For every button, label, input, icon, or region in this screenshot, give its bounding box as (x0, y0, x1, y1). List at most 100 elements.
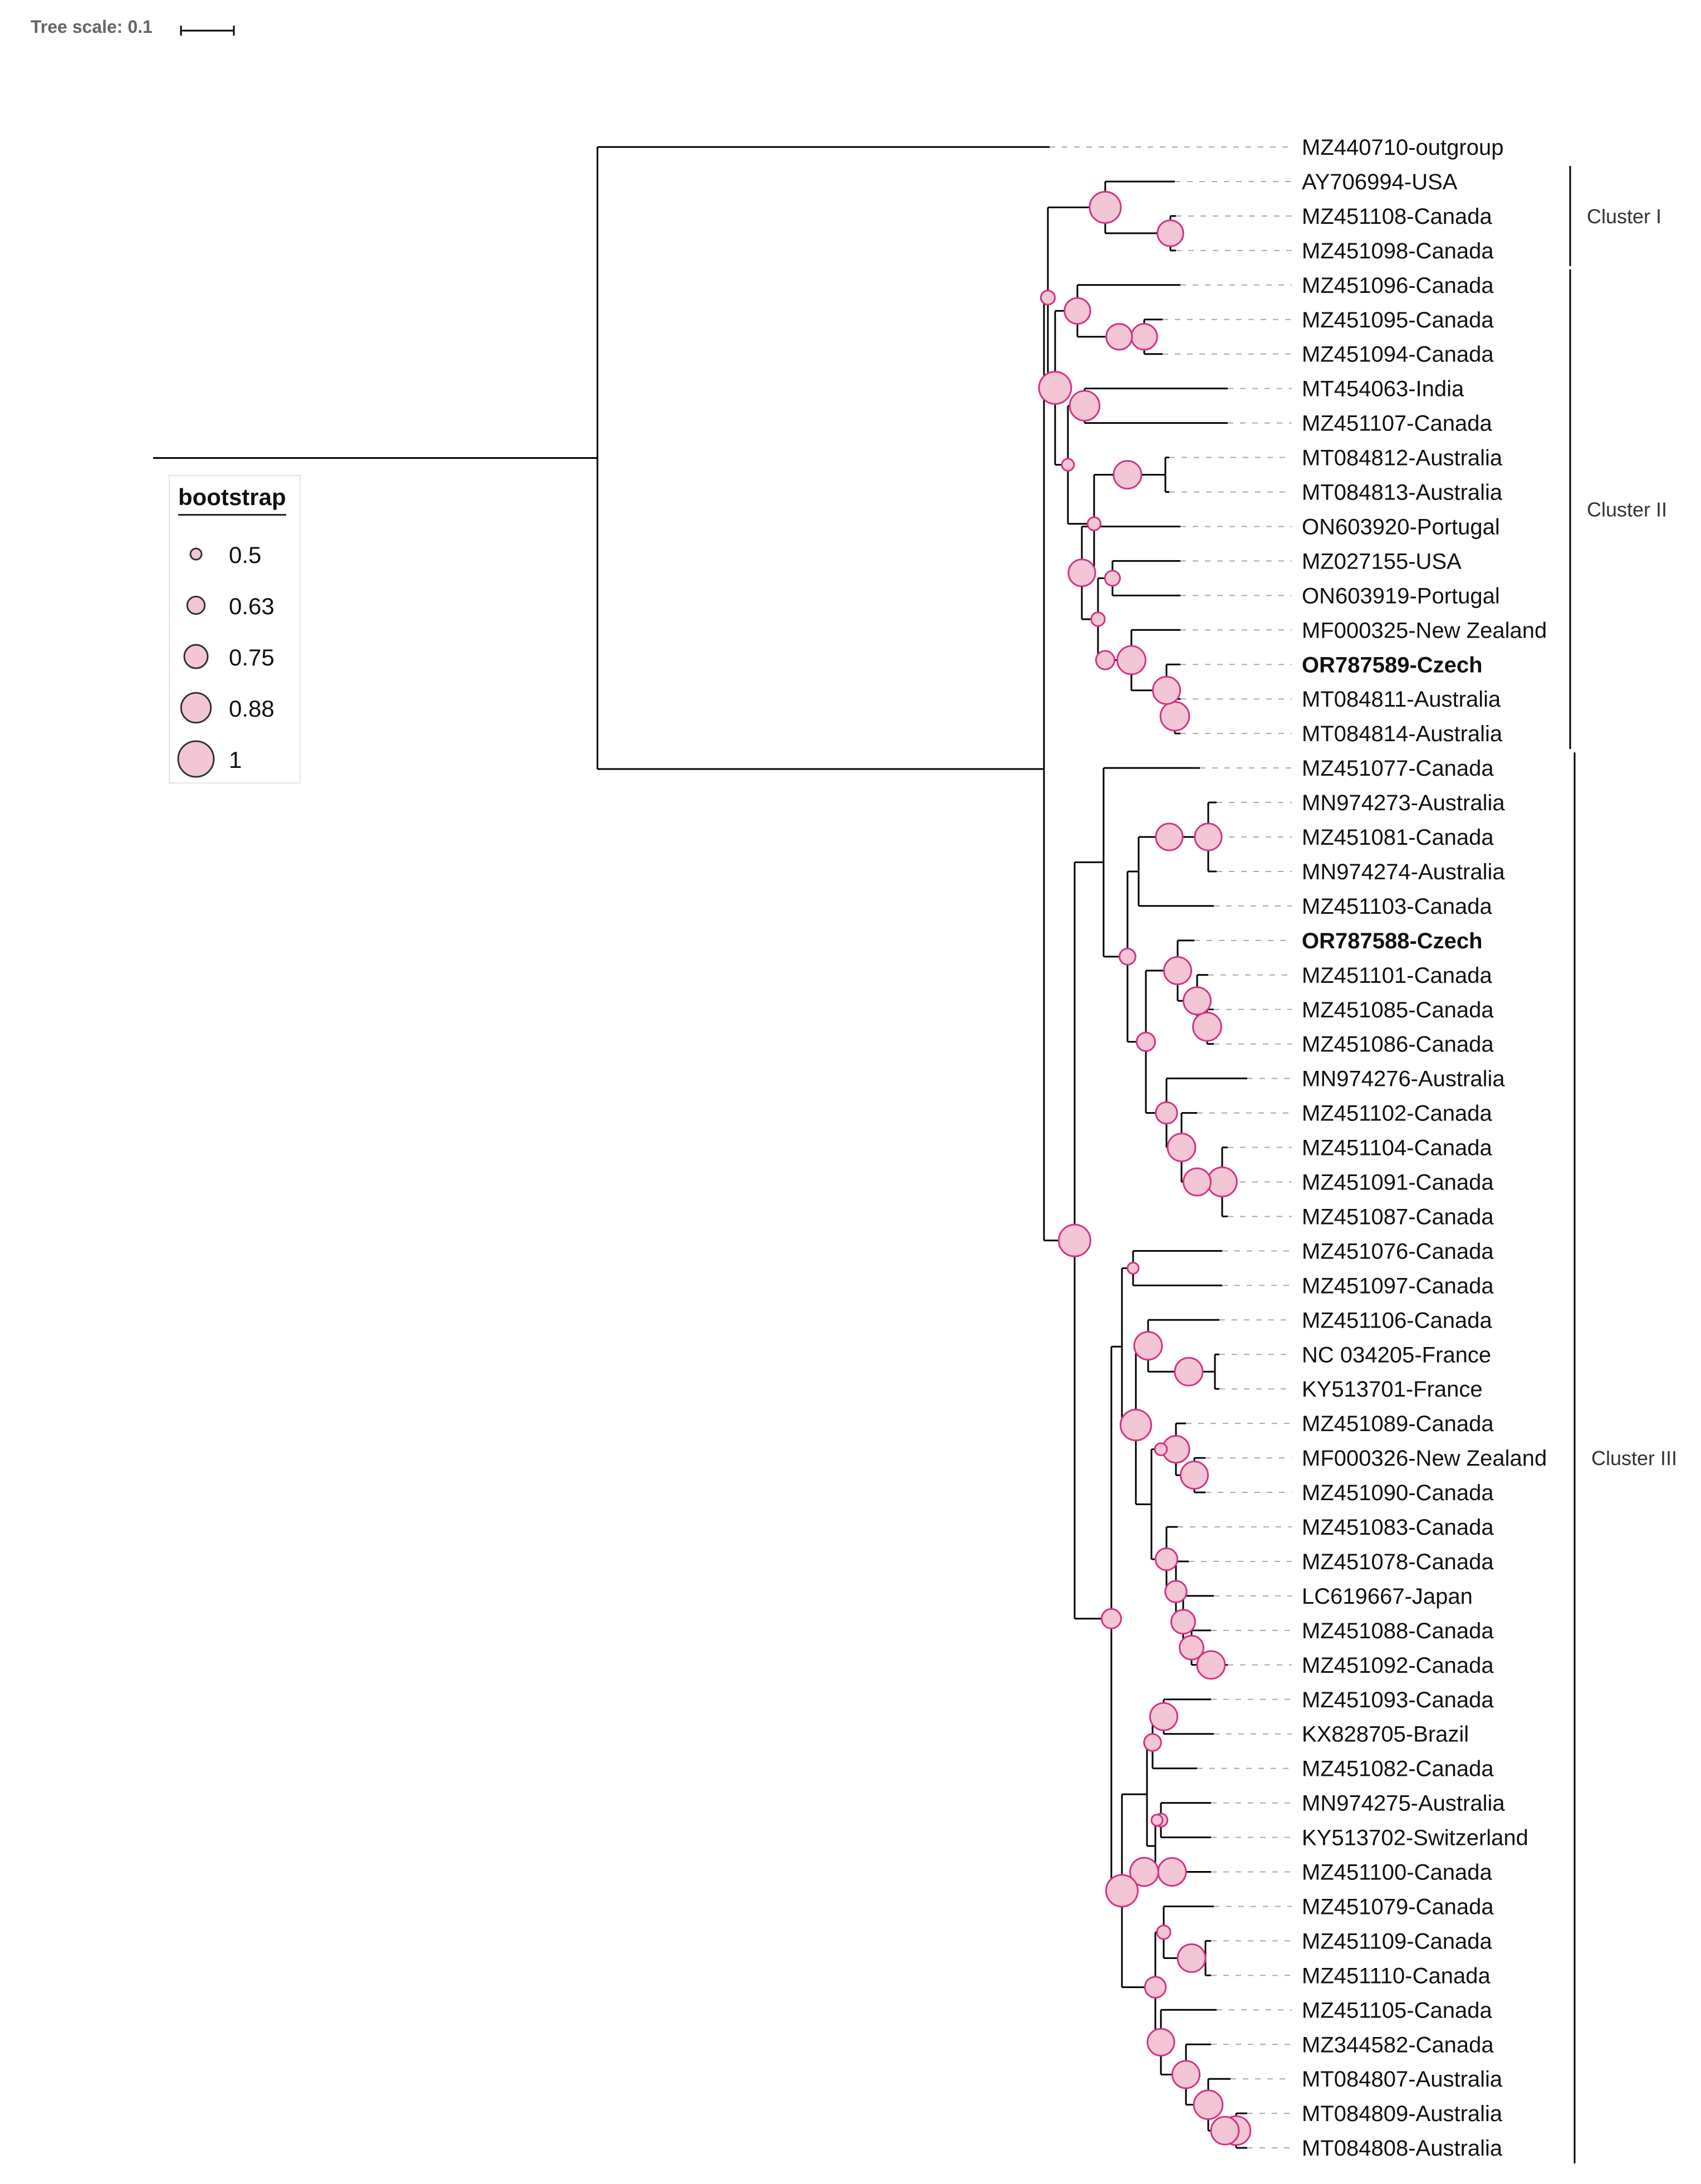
legend-entry-label: 0.5 (229, 542, 262, 568)
bootstrap-node-circle (1179, 1461, 1209, 1490)
cluster-label: Cluster II (1587, 498, 1667, 521)
leaf-label: MN974273-Australia (1302, 791, 1505, 815)
bootstrap-node-circle (1182, 986, 1212, 1016)
bootstrap-node-circle (1157, 1857, 1187, 1887)
bootstrap-node-circle (1194, 822, 1223, 851)
legend-entry-label: 0.88 (229, 696, 274, 722)
bootstrap-node-circle (1150, 1814, 1164, 1827)
leaf-label: ON603920-Portugal (1302, 515, 1500, 539)
bootstrap-node-circle (1154, 1442, 1168, 1456)
leaf-label: MZ451110-Canada (1302, 1963, 1491, 1988)
leaf-label: MN974275-Australia (1302, 1791, 1505, 1816)
bootstrap-node-circle (1089, 190, 1122, 224)
leaf-label: MT084812-Australia (1302, 446, 1503, 471)
leaf-label: MZ451077-Canada (1302, 756, 1494, 781)
leaf-label: MN974274-Australia (1302, 860, 1505, 884)
leaf-label: MZ451105-Canada (1302, 1998, 1492, 2023)
leaf-label: MZ344582-Canada (1302, 2033, 1494, 2057)
legend-circle-icon (183, 644, 209, 669)
legend-circle-icon (177, 740, 215, 778)
leaf-label: MF000325-New Zealand (1302, 618, 1547, 643)
bootstrap-node-circle (1101, 1608, 1122, 1629)
bootstrap-node-circle (1177, 1943, 1207, 1973)
bootstrap-node-circle (1119, 947, 1136, 966)
leaf-label: KX828705-Brazil (1302, 1722, 1469, 1747)
bootstrap-node-circle (1116, 645, 1146, 675)
bootstrap-node-circle (1155, 1101, 1178, 1125)
leaf-label: MZ451078-Canada (1302, 1550, 1494, 1574)
leaf-label: KY513701-France (1302, 1377, 1483, 1402)
legend-entry-label: 0.75 (229, 644, 274, 670)
bootstrap-node-circle (1156, 219, 1184, 247)
leaf-label: MZ451101-Canada (1302, 963, 1492, 988)
bootstrap-node-circle (1174, 1357, 1204, 1387)
leaf-label: MZ451082-Canada (1302, 1757, 1494, 1781)
bootstrap-node-circle (1192, 1011, 1222, 1042)
leaf-label: AY706994-USA (1302, 170, 1458, 194)
bootstrap-node-circle (1166, 1133, 1197, 1163)
leaf-label: MZ451096-Canada (1302, 273, 1494, 298)
bootstrap-node-circle (1063, 297, 1091, 325)
leaf-label: MZ027155-USA (1302, 549, 1462, 574)
leaf-label: MT084809-Australia (1302, 2102, 1503, 2126)
bootstrap-node-circle (1040, 290, 1056, 306)
bootstrap-node-circle (1144, 1976, 1167, 1999)
leaf-label: MZ451081-Canada (1302, 825, 1494, 850)
leaf-label: MZ451088-Canada (1302, 1619, 1494, 1643)
leaf-label: MN974276-Australia (1302, 1067, 1505, 1091)
bootstrap-node-circle (1154, 1547, 1179, 1571)
bootstrap-node-circle (1196, 1650, 1226, 1680)
bootstrap-node-circle (1133, 1331, 1163, 1361)
leaf-label: MZ451098-Canada (1302, 239, 1494, 263)
leaf-label: MT454063-India (1302, 377, 1464, 401)
leaf-label: MT084808-Australia (1302, 2136, 1503, 2161)
legend-circle-icon (186, 595, 206, 615)
bootstrap-node-circle (1135, 1031, 1156, 1052)
bootstrap-node-circle (1086, 516, 1102, 531)
leaf-label: MZ451076-Canada (1302, 1239, 1494, 1264)
cluster-label: Cluster III (1591, 1447, 1677, 1470)
leaf-label: MZ451090-Canada (1302, 1481, 1494, 1505)
bootstrap-node-circle (1163, 956, 1193, 986)
leaf-label: NC 034205-France (1302, 1343, 1491, 1367)
leaf-label: MZ451094-Canada (1302, 342, 1494, 367)
cluster-label: Cluster I (1587, 205, 1661, 228)
bootstrap-node-circle (1058, 1223, 1091, 1257)
legend-entry: 1 (170, 737, 300, 781)
bootstrap-legend: bootstrap 0.5 0.63 0.75 0.88 1 (169, 475, 301, 784)
leaf-label: MZ451086-Canada (1302, 1032, 1494, 1057)
tree-scale-label: Tree scale: 0.1 (31, 17, 153, 37)
bootstrap-node-circle (1149, 1702, 1179, 1731)
leaf-label: MZ451097-Canada (1302, 1274, 1494, 1298)
bootstrap-node-circle (1164, 1580, 1188, 1603)
legend-circle-icon (180, 692, 212, 724)
bootstrap-node-circle (1112, 460, 1143, 489)
bootstrap-node-circle (1105, 1874, 1139, 1908)
leaf-label: MZ451106-Canada (1302, 1308, 1492, 1333)
leaf-label: MZ451103-Canada (1302, 894, 1492, 919)
bootstrap-node-circle (1171, 2060, 1201, 2089)
bootstrap-node-circle (1151, 675, 1182, 705)
leaf-label: MT084813-Australia (1302, 481, 1503, 505)
bootstrap-node-circle (1170, 1609, 1196, 1635)
bootstrap-node-circle (1038, 371, 1072, 405)
leaf-label: LC619667-Japan (1302, 1584, 1473, 1609)
bootstrap-node-circle (1143, 1733, 1162, 1752)
legend-circle-icon (189, 547, 203, 561)
leaf-label: MZ451079-Canada (1302, 1894, 1494, 1919)
legend-entry: 0.88 (170, 685, 300, 730)
leaf-label: MZ451108-Canada (1302, 204, 1492, 229)
leaf-label: MZ451092-Canada (1302, 1653, 1494, 1678)
leaf-label: OR787588-Czech (1302, 929, 1483, 953)
leaf-label: MT084814-Australia (1302, 722, 1503, 746)
leaf-label: ON603919-Portugal (1302, 584, 1500, 608)
leaf-label: MZ451100-Canada (1302, 1860, 1492, 1885)
bootstrap-node-circle (1130, 323, 1158, 351)
leaf-label: MF000326-New Zealand (1302, 1446, 1547, 1471)
leaf-label: KY513702-Switzerland (1302, 1826, 1528, 1850)
leaf-label: MZ451087-Canada (1302, 1204, 1494, 1229)
leaf-label: MZ451109-Canada (1302, 1929, 1492, 1953)
bootstrap-node-circle (1155, 822, 1184, 851)
legend-title: bootstrap (178, 484, 286, 516)
